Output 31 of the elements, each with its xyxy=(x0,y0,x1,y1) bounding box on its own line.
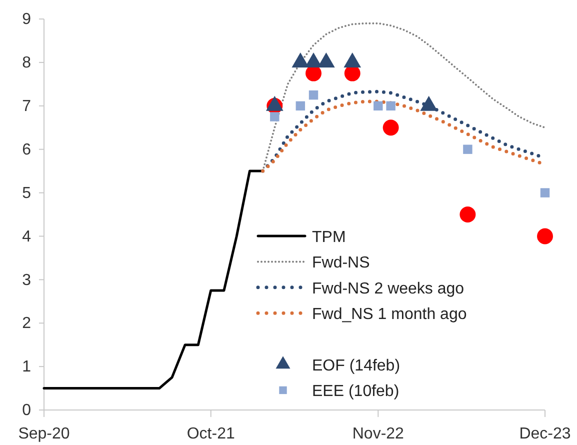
y-tick-label: 7 xyxy=(22,98,32,116)
point xyxy=(382,120,399,136)
y-tick-label: 3 xyxy=(22,272,32,289)
point xyxy=(460,206,476,222)
y-tick-label: 6 xyxy=(22,141,32,158)
x-tick-label: Oct-21 xyxy=(186,425,235,442)
y-tick-label: 8 xyxy=(22,54,32,72)
point xyxy=(537,228,553,244)
y-tick-label: 1 xyxy=(22,358,32,376)
line-series xyxy=(42,170,264,390)
x-tick-label: Sep-20 xyxy=(18,425,70,442)
y-tick-label: 4 xyxy=(22,228,32,246)
legend-label: Fwd-NS xyxy=(312,254,370,272)
point xyxy=(270,112,280,122)
y-tick-label: 5 xyxy=(22,184,32,202)
point xyxy=(296,101,306,110)
x-tick-label: Nov-22 xyxy=(352,425,404,442)
y-tick-label: 9 xyxy=(22,11,32,28)
y-tick-label: 2 xyxy=(22,315,32,332)
point xyxy=(308,90,318,100)
legend-label: Fwd-NS 2 weeks ago xyxy=(312,280,464,298)
point xyxy=(386,101,396,110)
legend-label: EEE (10feb) xyxy=(312,383,400,400)
y-tick-label: 0 xyxy=(22,402,32,420)
point xyxy=(374,101,383,110)
legend-label: Fwd_NS 1 month ago xyxy=(312,306,467,324)
point xyxy=(540,188,550,198)
legend-label: EOF (14feb) xyxy=(312,358,400,374)
legend-label: TPM xyxy=(312,229,346,246)
point xyxy=(463,144,472,154)
x-tick-label: Dec-23 xyxy=(519,425,571,442)
